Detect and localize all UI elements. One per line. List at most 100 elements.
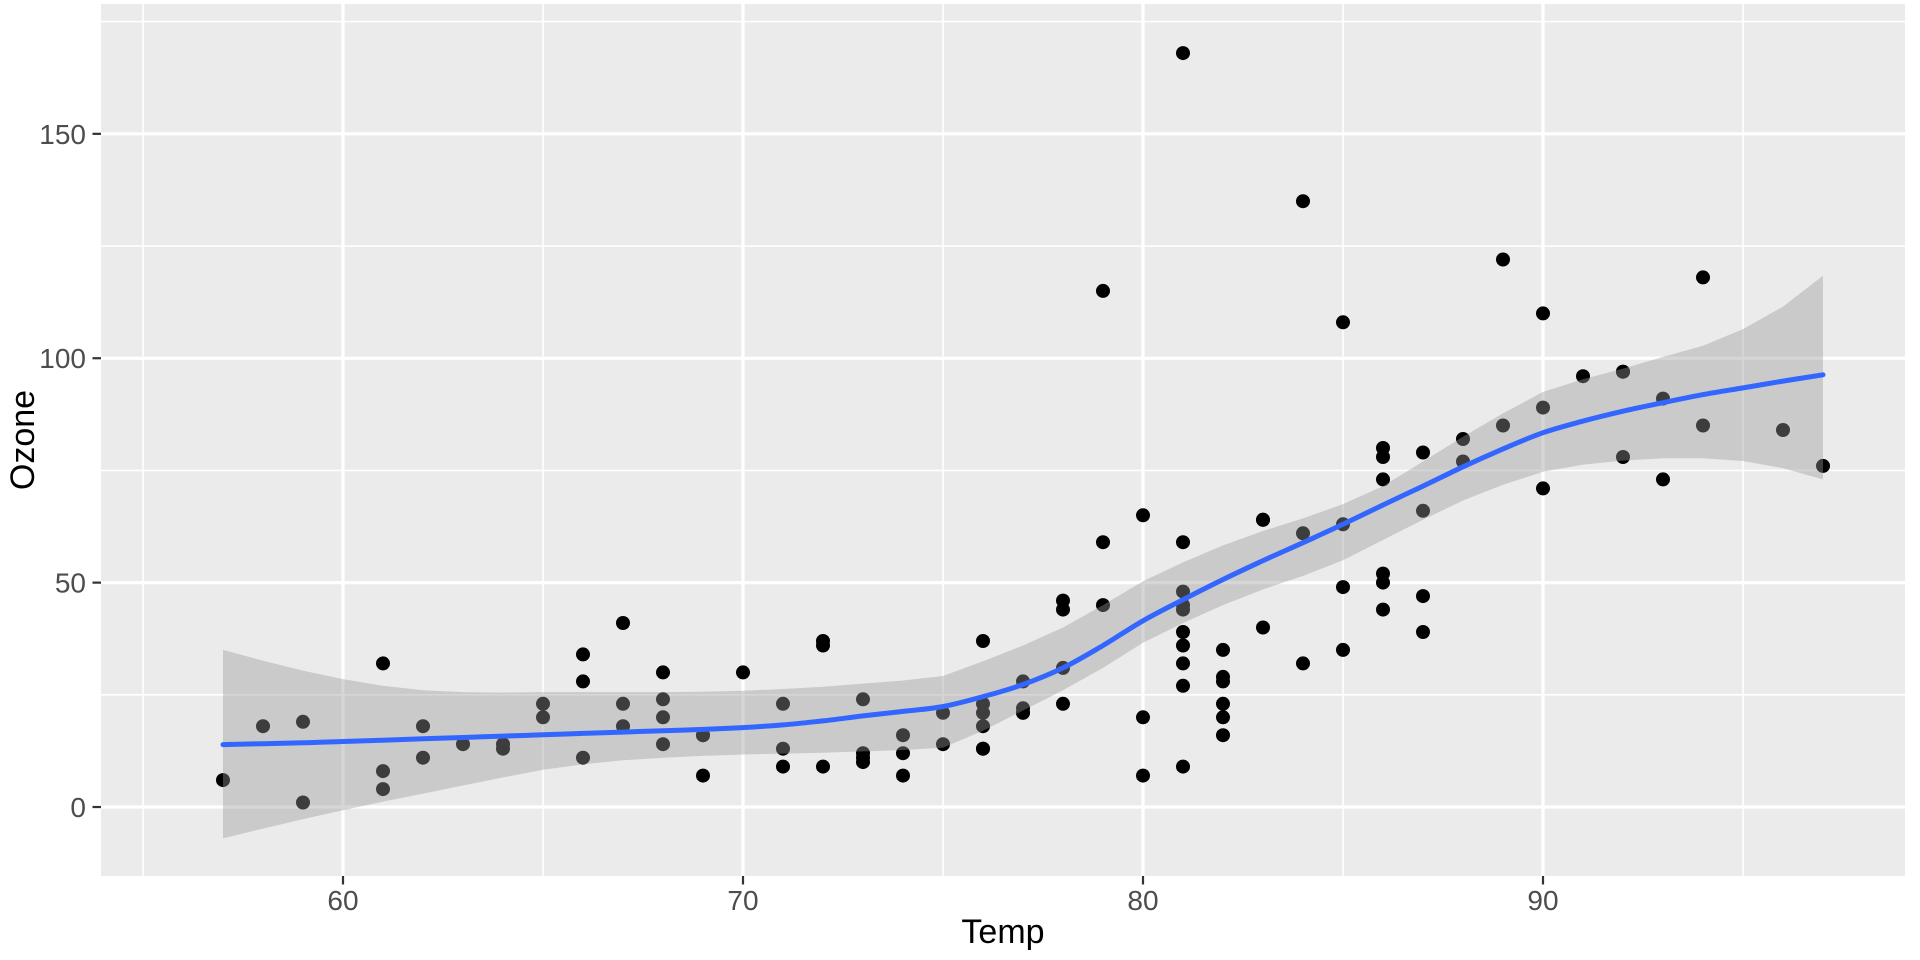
data-point xyxy=(1416,503,1430,518)
data-point xyxy=(656,737,670,752)
data-point xyxy=(1216,710,1230,725)
x-tick-label: 90 xyxy=(1527,885,1558,916)
data-point xyxy=(416,750,430,765)
confidence-ribbon xyxy=(223,275,1823,839)
data-point xyxy=(1616,450,1630,464)
data-point xyxy=(1216,728,1230,743)
data-point xyxy=(1216,674,1230,689)
data-point xyxy=(1376,472,1390,487)
data-point xyxy=(256,719,270,734)
data-point xyxy=(1696,270,1710,285)
y-tick-label: 50 xyxy=(55,568,86,599)
data-point xyxy=(1456,432,1470,446)
data-point xyxy=(1296,194,1310,209)
data-point xyxy=(216,773,230,788)
data-point xyxy=(1696,418,1710,433)
data-point xyxy=(1176,678,1190,693)
gridlines-minor xyxy=(101,4,1905,876)
data-point xyxy=(1296,656,1310,671)
data-point xyxy=(1376,575,1390,590)
data-point xyxy=(1536,400,1550,415)
data-point xyxy=(896,746,910,761)
data-point xyxy=(816,759,830,774)
x-tick-label: 70 xyxy=(727,885,758,916)
data-point xyxy=(576,647,590,662)
data-point xyxy=(976,741,990,756)
data-point xyxy=(1616,364,1630,379)
data-point xyxy=(1136,508,1150,523)
data-point xyxy=(776,741,790,756)
plot-panel xyxy=(101,4,1905,876)
data-point xyxy=(976,634,990,648)
x-tick-label: 60 xyxy=(327,885,358,916)
data-point xyxy=(376,782,390,797)
data-point xyxy=(1536,481,1550,496)
data-point xyxy=(1496,252,1510,267)
data-point xyxy=(1176,638,1190,653)
data-point xyxy=(976,719,990,734)
data-point xyxy=(1136,768,1150,783)
data-point xyxy=(576,750,590,765)
data-point xyxy=(576,674,590,689)
data-point xyxy=(1176,602,1190,617)
data-point xyxy=(456,737,470,752)
data-point xyxy=(1376,602,1390,617)
data-point xyxy=(1256,620,1270,635)
data-point xyxy=(1816,458,1830,473)
data-point xyxy=(1536,306,1550,321)
data-point xyxy=(896,768,910,783)
data-point xyxy=(776,759,790,774)
data-point xyxy=(1056,696,1070,711)
y-axis-title: Ozone xyxy=(4,390,42,490)
data-point xyxy=(1056,593,1070,608)
data-point xyxy=(1656,472,1670,487)
data-point xyxy=(1776,423,1790,437)
gridlines-major xyxy=(101,4,1905,876)
x-axis-title: Temp xyxy=(961,913,1044,951)
data-point xyxy=(776,696,790,711)
data-point xyxy=(536,696,550,711)
data-point xyxy=(696,768,710,783)
data-point xyxy=(1176,46,1190,61)
data-point xyxy=(536,710,550,725)
data-point xyxy=(856,692,870,707)
data-point xyxy=(1176,535,1190,550)
data-point xyxy=(1376,450,1390,464)
data-point xyxy=(376,764,390,779)
data-point xyxy=(896,728,910,743)
y-tick-label: 100 xyxy=(39,343,86,374)
data-point xyxy=(1296,526,1310,541)
data-point xyxy=(1496,418,1510,433)
data-point xyxy=(1096,283,1110,298)
data-point xyxy=(1176,625,1190,639)
data-point xyxy=(1136,710,1150,725)
data-point xyxy=(1016,705,1030,720)
data-point xyxy=(976,705,990,720)
data-point xyxy=(296,714,310,729)
x-axis: 60 70 80 90 xyxy=(327,876,1559,916)
data-point xyxy=(496,741,510,756)
loess-smooth-line xyxy=(220,372,1826,748)
data-point xyxy=(736,665,750,680)
data-point xyxy=(1336,580,1350,595)
data-point xyxy=(296,795,310,810)
data-point xyxy=(1096,535,1110,550)
data-point xyxy=(1216,696,1230,711)
data-point xyxy=(936,737,950,752)
data-point xyxy=(1416,445,1430,460)
data-point xyxy=(1256,512,1270,527)
y-tick-label: 150 xyxy=(39,119,86,150)
data-point xyxy=(376,656,390,671)
data-point xyxy=(656,710,670,725)
data-point xyxy=(656,692,670,707)
data-point xyxy=(616,696,630,711)
y-tick-label: 0 xyxy=(70,792,86,823)
data-point xyxy=(1176,759,1190,774)
data-point xyxy=(1176,656,1190,671)
data-point xyxy=(656,665,670,680)
data-point xyxy=(416,719,430,734)
data-point xyxy=(1336,315,1350,330)
data-point xyxy=(1336,642,1350,657)
